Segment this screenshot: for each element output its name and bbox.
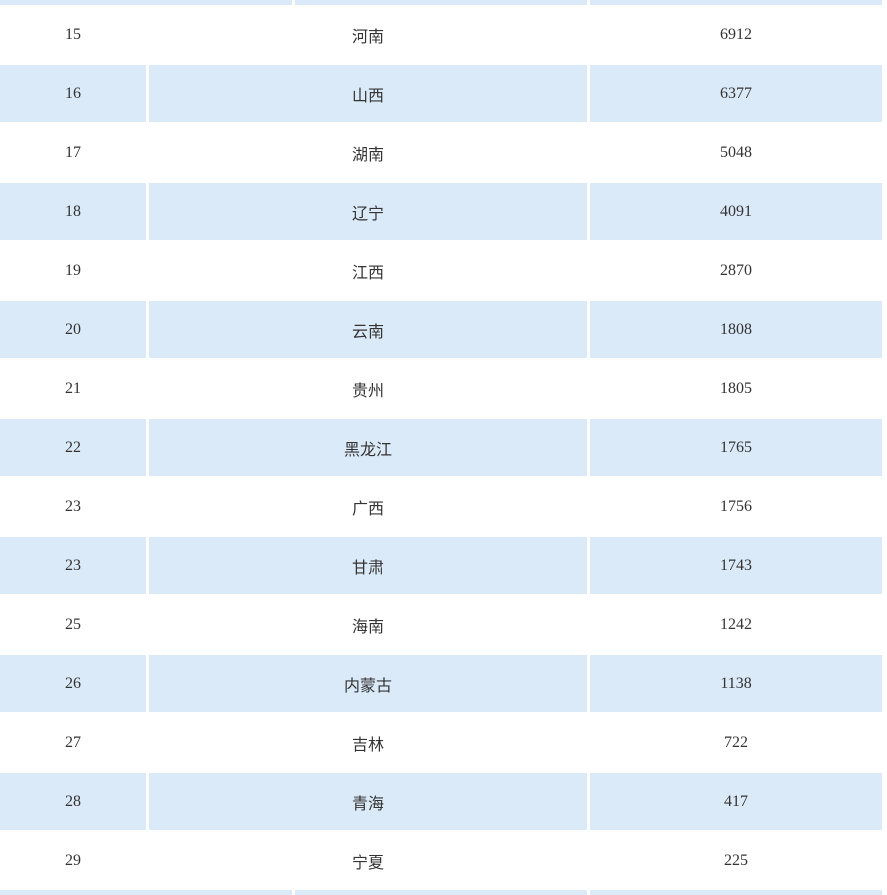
cell-rank: 26 (0, 654, 146, 713)
table-row: 29 宁夏 225 (0, 831, 882, 890)
cell-value: 2870 (720, 261, 753, 279)
cell-rank: 15 (64, 25, 81, 43)
table-row: 27 吉林 722 (0, 713, 882, 772)
cell-value: 417 (590, 772, 882, 831)
cell-rank: 16 (0, 64, 146, 123)
cell-rank: 23 (64, 497, 81, 515)
cell-value: 1743 (590, 536, 882, 595)
cell-value: 225 (724, 851, 749, 869)
table-row: 25 海南 1242 (0, 595, 882, 654)
cell-rank: 28 (0, 772, 146, 831)
table-row: 19 江西 2870 (0, 241, 882, 300)
cell-rank: 22 (0, 418, 146, 477)
table-row: 28 青海 417 (0, 772, 882, 831)
cell-province: 黑龙江 (148, 418, 588, 477)
cell-rank: 27 (64, 733, 81, 751)
table-row: 16 山西 6377 (0, 64, 882, 123)
cell-value: 1765 (590, 418, 882, 477)
cell-rank: 18 (0, 182, 146, 241)
table-row: 21 贵州 1805 (0, 359, 882, 418)
cell-value: 1242 (720, 615, 753, 633)
table-row: 20 云南 1808 (0, 300, 882, 359)
cell-province: 青海 (148, 772, 588, 831)
cell-province: 河南 (351, 28, 384, 46)
cell-province: 云南 (148, 300, 588, 359)
cell-province: 吉林 (351, 736, 384, 754)
cell-province: 江西 (351, 264, 384, 282)
cell-rank: 23 (0, 536, 146, 595)
cell-province: 海南 (351, 618, 384, 636)
cell-rank: 25 (64, 615, 81, 633)
next-row-edge (0, 890, 882, 895)
table-row: 18 辽宁 4091 (0, 182, 882, 241)
cell-rank: 20 (0, 300, 146, 359)
table-row: 17 湖南 5048 (0, 123, 882, 182)
cell-province: 广西 (351, 500, 384, 518)
cell-rank: 21 (64, 379, 81, 397)
table-row: 22 黑龙江 1765 (0, 418, 882, 477)
table-row: 26 内蒙古 1138 (0, 654, 882, 713)
cell-value: 4091 (590, 182, 882, 241)
cell-province: 贵州 (351, 382, 384, 400)
cell-value: 5048 (720, 143, 753, 161)
cell-rank: 29 (64, 851, 81, 869)
cell-province: 宁夏 (351, 854, 384, 872)
cell-province: 内蒙古 (148, 654, 588, 713)
cell-province: 甘肃 (148, 536, 588, 595)
previous-row-edge (0, 0, 882, 5)
cell-value: 1138 (590, 654, 882, 713)
ranking-table: 15 河南 6912 16 山西 6377 17 湖南 5048 18 辽宁 4091 19 江西 2870… (0, 5, 885, 890)
cell-value: 6912 (720, 25, 753, 43)
table-row: 15 河南 6912 (0, 5, 882, 64)
cell-value: 6377 (590, 64, 882, 123)
table-row: 23 广西 1756 (0, 477, 882, 536)
cell-province: 山西 (148, 64, 588, 123)
cell-rank: 17 (64, 143, 81, 161)
cell-value: 1808 (590, 300, 882, 359)
table-row: 23 甘肃 1743 (0, 536, 882, 595)
cell-rank: 19 (64, 261, 81, 279)
cell-value: 1805 (720, 379, 753, 397)
cell-province: 湖南 (351, 146, 384, 164)
cell-value: 722 (724, 733, 749, 751)
cell-province: 辽宁 (148, 182, 588, 241)
cell-value: 1756 (720, 497, 753, 515)
